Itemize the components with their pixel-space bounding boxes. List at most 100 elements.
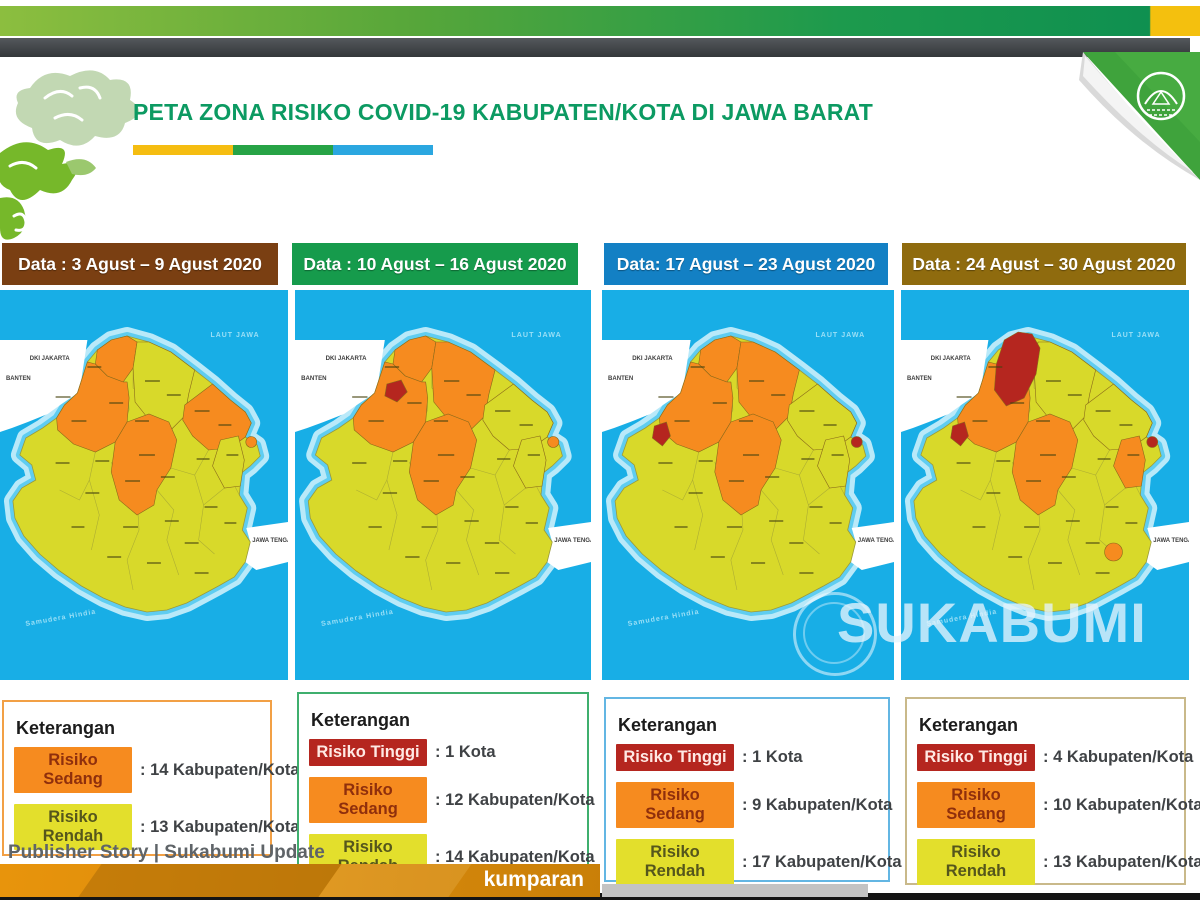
underline-blue (333, 145, 433, 155)
banten-area (602, 340, 691, 432)
risk-chip: Risiko Tinggi (917, 744, 1035, 771)
map-week-4: LAUT JAWA Samudera Hindia BANTEN DKI JAK… (901, 290, 1189, 680)
banner-week-2: Data : 10 Agust – 16 Agust 2020 (292, 243, 578, 285)
top-dark-bar (0, 38, 1190, 57)
jawa-tengah-area (245, 522, 288, 570)
risk-chip: Risiko Sedang (616, 782, 734, 828)
sea-label-north: LAUT JAWA (815, 332, 865, 339)
jawa-barat-emblem-icon (1136, 71, 1186, 121)
risk-count: : 12 Kabupaten/Kota (435, 790, 595, 809)
risk-chip: Risiko Rendah (616, 839, 734, 885)
banner-week-1: Data : 3 Agust – 9 Agust 2020 (2, 243, 278, 285)
legend-row-tinggi: Risiko Tinggi : 1 Kota (616, 744, 888, 771)
legend-heading: Keterangan (618, 715, 718, 735)
risk-chip: Risiko Sedang (14, 747, 132, 793)
sea-label-north: LAUT JAWA (1112, 332, 1161, 339)
map-week-1: LAUT JAWA Samudera Hindia BANTEN DKI JAK… (0, 290, 288, 680)
map-week-3: LAUT JAWA Samudera Hindia BANTEN DKI JAK… (602, 290, 894, 680)
risk-chip: Risiko Sedang (917, 782, 1035, 828)
legend-row-tinggi: Risiko Tinggi : 1 Kota (309, 739, 587, 766)
legend-week-4: Keterangan Risiko Tinggi : 4 Kabupaten/K… (905, 697, 1200, 885)
label-jakarta: DKI JAKARTA (931, 356, 972, 362)
jawa-tengah-area (547, 522, 591, 570)
region-label-marks (55, 366, 239, 574)
legend-row-tinggi: Risiko Tinggi : 4 Kabupaten/Kota (917, 744, 1193, 771)
banten-area (295, 340, 385, 432)
risk-chip: Risiko Tinggi (309, 739, 427, 766)
risk-zones (352, 335, 560, 516)
map-week-2: LAUT JAWA Samudera Hindia BANTEN DKI JAK… (295, 290, 591, 680)
scrollbar-strip (602, 884, 868, 897)
label-banten: BANTEN (301, 376, 326, 382)
bottom-black-bar (0, 893, 1200, 900)
west-java-map: LAUT JAWA Samudera Hindia BANTEN DKI JAK… (295, 290, 591, 680)
publisher-credit: Publisher Story | Sukabumi Update (8, 842, 325, 863)
label-banten: BANTEN (608, 376, 633, 382)
risk-chip: Risiko Tinggi (616, 744, 734, 771)
sea-label-north: LAUT JAWA (211, 332, 260, 339)
label-banten: BANTEN (6, 376, 31, 382)
label-jakarta: DKI JAKARTA (30, 356, 71, 362)
jawa-tengah-area (1146, 522, 1189, 570)
risk-count: : 10 Kabupaten/Kota (1043, 795, 1200, 814)
west-java-map: LAUT JAWA Samudera Hindia BANTEN DKI JAK… (0, 290, 288, 680)
risk-count: : 13 Kabupaten/Kota (140, 817, 300, 836)
west-java-map: LAUT JAWA Samudera Hindia BANTEN DKI JAK… (602, 290, 894, 680)
legend-week-1: Keterangan Risiko Sedang : 14 Kabupaten/… (2, 700, 300, 856)
top-green-bar (0, 6, 1200, 36)
underline-green (233, 145, 333, 155)
legend-row-rendah: Risiko Rendah : 13 Kabupaten/Kota (14, 804, 300, 850)
legend-week-3: Keterangan Risiko Tinggi : 1 Kota Risiko… (604, 697, 902, 885)
label-jateng: JAWA TENGAH (1153, 538, 1189, 544)
risk-zones (950, 331, 1159, 562)
legend-row-rendah: Risiko Rendah : 13 Kabupaten/Kota (917, 839, 1200, 885)
risk-count: : 4 Kabupaten/Kota (1043, 748, 1194, 766)
corner-fold (1079, 52, 1200, 180)
risk-count: : 17 Kabupaten/Kota (742, 852, 902, 871)
risk-count: : 1 Kota (742, 748, 803, 766)
kumparan-logo-text: kumparan (483, 868, 584, 891)
risk-count: : 9 Kabupaten/Kota (742, 795, 893, 814)
legend-row-sedang: Risiko Sedang : 9 Kabupaten/Kota (616, 782, 892, 828)
legend-row-sedang: Risiko Sedang : 14 Kabupaten/Kota (14, 747, 300, 793)
banten-area (901, 340, 989, 432)
legend-heading: Keterangan (16, 718, 116, 738)
label-jateng: JAWA TENGAH (858, 538, 894, 544)
title-underline (133, 145, 433, 155)
label-jakarta: DKI JAKARTA (326, 356, 368, 362)
label-banten: BANTEN (907, 376, 932, 382)
bar-shade (318, 864, 472, 897)
jawa-tengah-area (850, 522, 894, 570)
risk-zones (56, 335, 258, 516)
risk-count: : 14 Kabupaten/Kota (140, 760, 300, 779)
region-label-marks (352, 366, 540, 574)
banner-week-3: Data: 17 Agust – 23 Agust 2020 (604, 243, 888, 285)
risk-count: : 1 Kota (435, 743, 496, 761)
risk-chip: Risiko Rendah (14, 804, 132, 850)
legend-row-sedang: Risiko Sedang : 10 Kabupaten/Kota (917, 782, 1200, 828)
underline-yellow (133, 145, 233, 155)
region-label-marks (956, 366, 1140, 574)
legend-heading: Keterangan (919, 715, 1019, 735)
region-label-marks (658, 366, 844, 574)
label-jateng: JAWA TENGAH (554, 538, 591, 544)
risk-chip: Risiko Sedang (309, 777, 427, 823)
banner-week-4: Data : 24 Agust – 30 Agust 2020 (902, 243, 1186, 285)
legend-week-2: Keterangan Risiko Tinggi : 1 Kota Risiko… (297, 692, 595, 880)
legend-row-rendah: Risiko Rendah : 17 Kabupaten/Kota (616, 839, 902, 885)
batik-cloud-ornament (0, 70, 139, 240)
label-jateng: JAWA TENGAH (252, 538, 288, 544)
risk-chip: Risiko Rendah (917, 839, 1035, 885)
label-jakarta: DKI JAKARTA (632, 356, 673, 362)
risk-zones (652, 335, 863, 516)
banten-area (0, 340, 88, 432)
risk-count: : 14 Kabupaten/Kota (435, 847, 595, 866)
sea-label-north: LAUT JAWA (511, 332, 561, 339)
kumparan-brand-bar: kumparan (0, 864, 600, 897)
page-title: PETA ZONA RISIKO COVID-19 KABUPATEN/KOTA… (133, 99, 874, 125)
legend-heading: Keterangan (311, 710, 411, 730)
west-java-map: LAUT JAWA Samudera Hindia BANTEN DKI JAK… (901, 290, 1189, 680)
legend-row-sedang: Risiko Sedang : 12 Kabupaten/Kota (309, 777, 595, 823)
risk-count: : 13 Kabupaten/Kota (1043, 852, 1200, 871)
